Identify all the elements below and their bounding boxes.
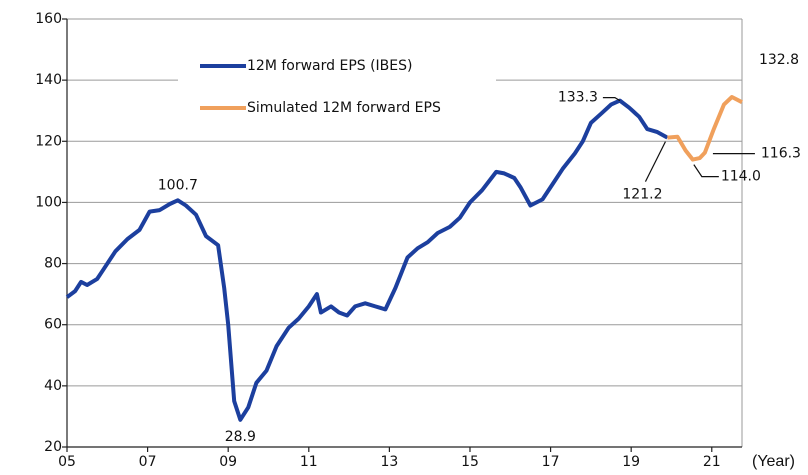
data-line: [65, 98, 669, 422]
data-label: 116.3: [761, 146, 801, 162]
y-tick-label: 60: [44, 317, 62, 333]
data-label: 132.8: [759, 52, 799, 68]
legend-label: 12M forward EPS (IBES): [247, 58, 412, 74]
x-tick-label: 13: [380, 454, 398, 470]
y-tick-label: 140: [35, 72, 62, 88]
data-label: 121.2: [622, 187, 662, 203]
x-tick-label: 11: [300, 454, 318, 470]
y-tick-label: 120: [35, 133, 62, 149]
data-label: 114.0: [721, 169, 761, 185]
y-tick-label: 100: [35, 194, 62, 210]
leader-line: [644, 141, 666, 182]
x-tick-label: 19: [622, 454, 640, 470]
x-axis-label: (Year): [752, 453, 795, 470]
y-tick-label: 160: [35, 11, 62, 27]
data-label: 133.3: [558, 90, 598, 106]
x-tick-label: 07: [139, 454, 157, 470]
y-tick-label: 20: [44, 439, 62, 455]
y-tick-label: 40: [44, 378, 62, 394]
x-tick-label: 15: [461, 454, 479, 470]
x-tick-label: 21: [703, 454, 721, 470]
leader-line: [693, 164, 719, 178]
legend-box: [178, 45, 496, 125]
x-tick-label: 09: [219, 454, 237, 470]
x-tick-label: 05: [58, 454, 76, 470]
y-tick-label: 80: [44, 256, 62, 272]
data-label: 100.7: [158, 177, 198, 193]
x-tick-label: 17: [542, 454, 560, 470]
legend-label: Simulated 12M forward EPS: [247, 100, 441, 116]
data-line: [667, 95, 743, 162]
data-label: 28.9: [225, 429, 256, 445]
leader-line: [602, 97, 621, 102]
